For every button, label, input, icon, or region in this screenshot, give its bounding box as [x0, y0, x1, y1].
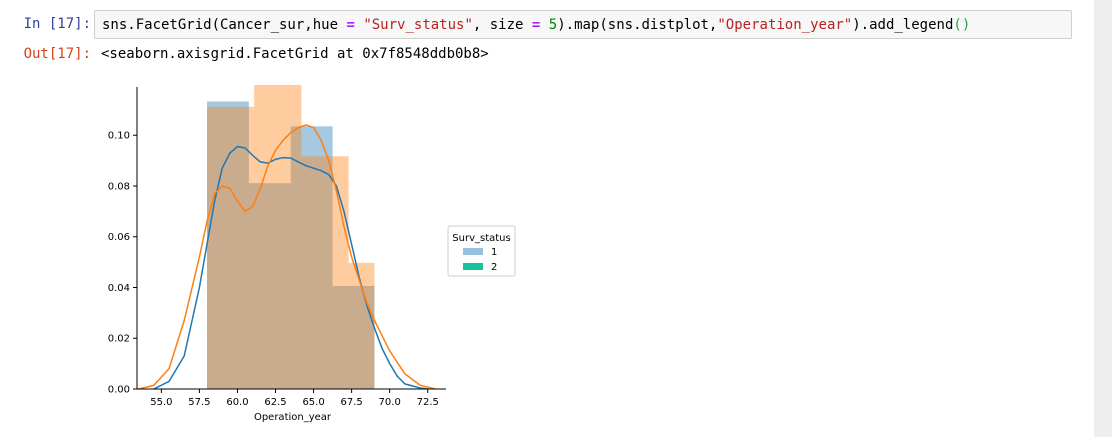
histogram-bar-series-2: [207, 106, 255, 390]
x-tick-label: 57.5: [188, 397, 210, 408]
legend-swatch-1: [463, 248, 483, 255]
histogram-bar-series-1: [207, 101, 249, 389]
input-prompt: In [17]:: [23, 16, 91, 32]
legend-entry-label: 1: [491, 247, 497, 258]
code-prefix: sns.FacetGrid(Cancer_sur,hue: [102, 17, 347, 33]
histogram-bar-series-2: [254, 84, 302, 389]
histogram-bar-series-2: [301, 156, 349, 389]
code-operator: =: [531, 17, 541, 33]
histogram-bar-series-1: [248, 183, 291, 389]
y-tick-label: 0.06: [108, 232, 130, 243]
legend-title: Surv_status: [452, 233, 510, 244]
x-tick-label: 62.5: [264, 397, 286, 408]
histogram-bar-series-2: [348, 262, 375, 389]
code-segment: ).add_legend: [852, 17, 954, 33]
code-segment: ).map(sns.distplot,: [557, 17, 718, 33]
histogram-bars: [207, 84, 375, 390]
output-prompt: Out[17]:: [23, 46, 91, 62]
x-tick-label: 72.5: [417, 397, 439, 408]
histogram-bar-series-1: [290, 126, 333, 390]
y-tick-label: 0.08: [108, 181, 130, 192]
legend-swatch-2: [463, 263, 483, 270]
x-tick-label: 65.0: [302, 397, 324, 408]
legend-entry-label: 2: [491, 262, 497, 273]
code-operator: =: [346, 17, 355, 33]
code-string-hue: "Surv_status": [363, 17, 473, 33]
output-repr: <seaborn.axisgrid.FacetGrid at 0x7f8548d…: [101, 46, 489, 62]
x-tick-label: 70.0: [379, 397, 401, 408]
vertical-scrollbar[interactable]: [1094, 0, 1112, 437]
legend: Surv_status 1 2: [447, 225, 516, 277]
code-segment: , size: [472, 17, 532, 33]
kde-lines: [138, 124, 436, 390]
x-axis-label: Operation_year: [254, 412, 332, 423]
y-tick-label: 0.04: [108, 283, 130, 294]
kde-line-series-2: [138, 124, 436, 390]
code-parens: (): [953, 17, 971, 33]
x-tick-label: 60.0: [226, 397, 248, 408]
x-tick-label: 55.0: [150, 397, 172, 408]
code-string-column: "Operation_year": [717, 17, 853, 33]
y-tick-label: 0.02: [108, 334, 130, 345]
code-input[interactable]: sns.FacetGrid(Cancer_sur,hue = "Surv_sta…: [94, 10, 1072, 39]
y-tick-label: 0.00: [108, 385, 130, 396]
axes: 55.0 57.5 60.0 62.5 65.0 67.5 70.0 72.5 0.00 0.02…: [108, 87, 446, 423]
y-tick-label: 0.10: [108, 131, 130, 142]
x-tick-label: 67.5: [340, 397, 362, 408]
code-number-size: 5: [548, 17, 558, 33]
